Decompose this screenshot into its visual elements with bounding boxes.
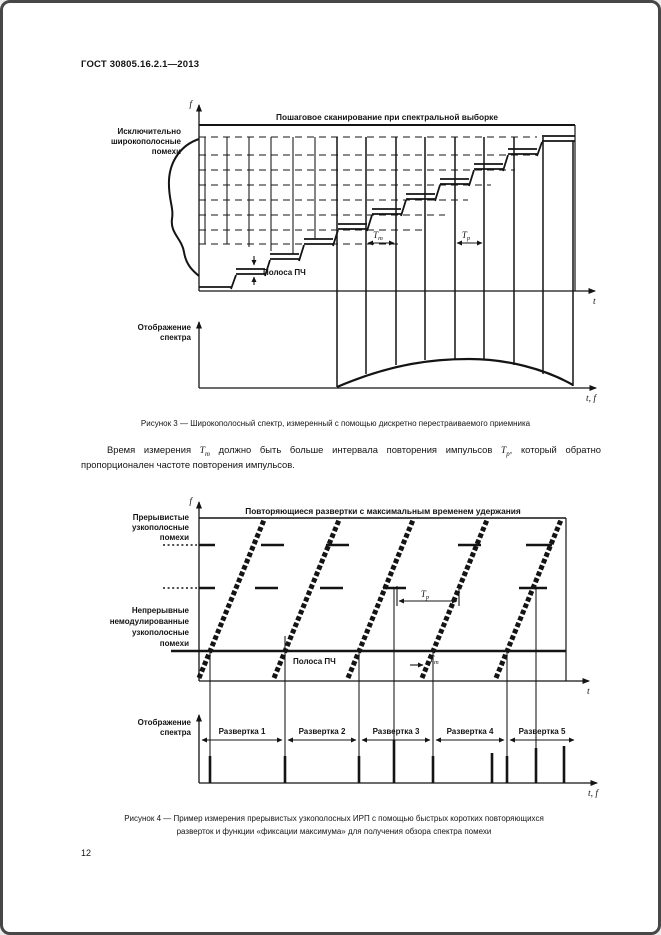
svg-text:Развертка 2: Развертка 2 <box>299 727 346 736</box>
fig3-tp-label: Tp <box>462 230 471 242</box>
svg-text:узкополосные: узкополосные <box>132 628 189 637</box>
fig4-if-band-label: Полоса ПЧ <box>293 657 336 666</box>
svg-text:Отображение: Отображение <box>138 323 192 332</box>
fig3-broadband-envelope <box>167 138 200 277</box>
svg-text:Прерывистые: Прерывистые <box>133 513 190 522</box>
figure4-caption-line2: разверток и функции «фиксации максимума»… <box>176 827 492 836</box>
svg-text:помехи: помехи <box>160 639 189 648</box>
page-number: 12 <box>81 848 92 858</box>
fig4-box <box>199 517 567 681</box>
document-header: ГОСТ 30805.16.2.1—2013 <box>81 59 200 70</box>
fig3-box <box>199 124 576 291</box>
body-paragraph: Время измерения Tm должно быть больше ин… <box>81 443 601 471</box>
fig4-continuous-label: Непрерывные немодулированные узкополосны… <box>110 606 190 648</box>
fig3-title: Пошаговое сканирование при спектральной … <box>276 112 498 122</box>
svg-text:Непрерывные: Непрерывные <box>132 606 190 615</box>
fig3-display-label: Отображение спектра <box>138 323 192 342</box>
svg-text:широкополосные: широкополосные <box>111 137 182 146</box>
svg-text:Отображение: Отображение <box>138 718 192 727</box>
paragraph-text-2: должно быть больше интервала повторения … <box>209 444 502 455</box>
paragraph-text-3: , который обратно пропорционален частоте… <box>81 444 601 470</box>
figure3-caption: Рисунок 3 — Широкополосный спектр, измер… <box>140 419 531 428</box>
fig3-sample-lines <box>336 137 574 387</box>
svg-text:помехи: помехи <box>160 533 189 542</box>
tp-symbol: T <box>501 446 507 456</box>
fig4-tf-axis-label: t, f <box>588 788 599 799</box>
fig3-broadband-label: Исключительно широкополосные помехи <box>111 127 182 156</box>
fig4-tp-dimension <box>396 586 460 606</box>
fig3-display-panel <box>196 321 597 391</box>
svg-text:Развертка 5: Развертка 5 <box>519 727 566 736</box>
fig4-sweep-bands <box>196 519 564 679</box>
figure4-caption-line1: Рисунок 4 — Пример измерения прерывистых… <box>124 814 544 823</box>
fig4-display-label: Отображение спектра <box>138 718 192 737</box>
svg-text:немодулированные: немодулированные <box>110 617 190 626</box>
fig3-dashed-grid <box>199 136 538 245</box>
fig3-tm-label: Tm <box>373 230 383 242</box>
fig4-t-axis-label: t <box>587 687 590 697</box>
fig4-tm-label: Tm <box>429 654 439 666</box>
paragraph-text-1: Время измерения <box>107 444 200 455</box>
fig4-display-panel <box>196 714 598 786</box>
fig4-sweep-segment-labels: Развертка 1 Развертка 2 Развертка 3 Разв… <box>219 727 566 736</box>
tm-subscript: m <box>204 450 210 458</box>
svg-text:Развертка 4: Развертка 4 <box>447 727 494 736</box>
fig4-spectrum-spikes <box>208 740 566 783</box>
fig4-tp-label: Tp <box>421 589 430 601</box>
svg-text:Развертка 3: Развертка 3 <box>373 727 420 736</box>
fig3-t-axis-label: t <box>593 297 596 307</box>
tp-subscript: p <box>506 450 510 458</box>
figures-canvas: f t Пошаговое сканирование при спектраль… <box>110 99 600 799</box>
fig3-staircase <box>199 135 575 290</box>
fig3-tf-axis-label: t, f <box>586 393 597 404</box>
fig4-intermittent-leadin <box>163 544 197 589</box>
svg-text:спектра: спектра <box>160 333 192 342</box>
fig4-detection-lines <box>209 588 537 783</box>
figure4-diagram: f t Повторяющиеся развертки с максимальн… <box>110 496 600 799</box>
fig3-axes <box>196 104 596 294</box>
svg-text:спектра: спектра <box>160 728 192 737</box>
svg-text:Исключительно: Исключительно <box>117 127 181 136</box>
fig3-grid-verticals <box>204 137 316 254</box>
fig4-f-axis-label: f <box>189 496 193 507</box>
fig4-intermittent-label: Прерывистые узкополосные помехи <box>132 513 189 542</box>
svg-text:Развертка 1: Развертка 1 <box>219 727 266 736</box>
fig4-title: Повторяющиеся развертки с максимальным в… <box>245 506 521 516</box>
figure3-diagram: f t Пошаговое сканирование при спектраль… <box>111 99 597 404</box>
fig3-f-axis-label: f <box>189 99 193 110</box>
fig3-if-band-label: Полоса ПЧ <box>263 268 306 277</box>
svg-text:узкополосные: узкополосные <box>132 523 189 532</box>
tm-symbol: T <box>199 446 205 456</box>
figure4-caption: Рисунок 4 — Пример измерения прерывистых… <box>69 812 599 838</box>
svg-text:помехи: помехи <box>152 147 181 156</box>
